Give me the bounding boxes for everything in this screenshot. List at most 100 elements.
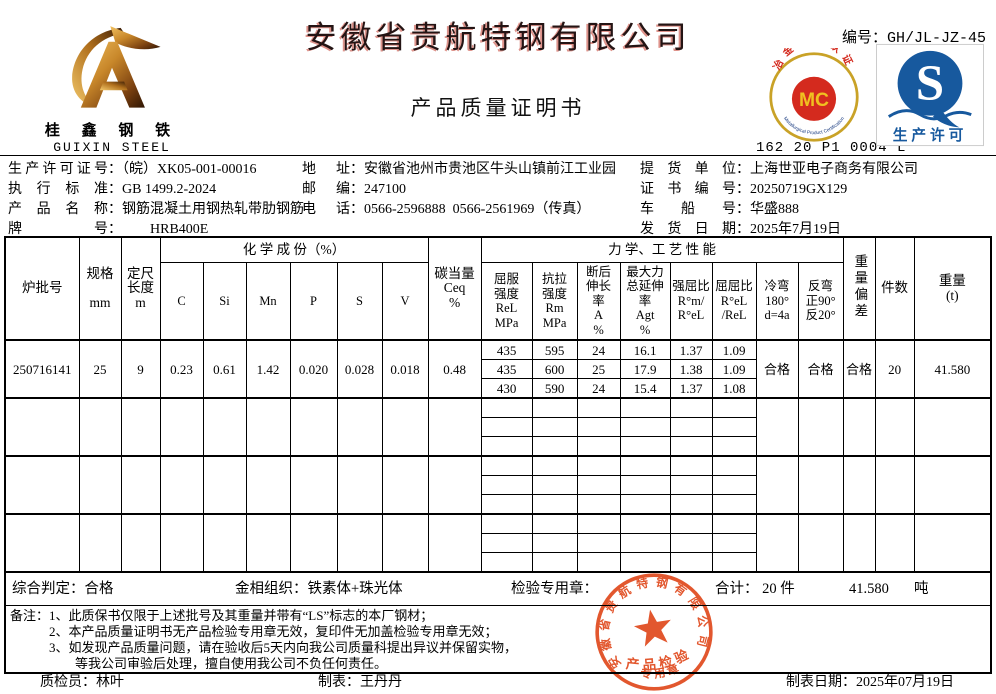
total-weight: 41.580 [849,581,889,597]
header-chem-group: 化 学 成 份（%） [159,236,429,263]
colon: ： [736,182,750,197]
cell-p [289,513,338,573]
cell-mn: 1.42 [245,339,291,399]
cell-mech [619,397,671,418]
cell-mech [480,533,533,553]
cell-p: 0.020 [289,339,338,399]
certificate-no-line: 证书编号：20250719GX129 [640,180,990,200]
cell-weight [913,397,992,457]
cell-c [159,513,204,573]
cell-batch [4,513,80,573]
cell-length [120,397,161,457]
remark-line: 3、如发现产品质量问题，请在验收后5天内向我公司质量科提出异议并保留实物， [49,640,518,655]
header-pieces: 件数 [874,236,915,341]
cell-mech [669,455,713,476]
cell-c [159,455,204,515]
qs-letter: S [916,56,944,112]
colon: ： [736,222,750,237]
mc-certification-badge-icon: 冶金产品认证 Metallurgical Product Certificati… [769,48,859,142]
cell-mech [711,455,757,476]
cell-si [202,397,247,457]
cell-mech: 590 [531,378,578,399]
tabulation-date-field: 制表日期：2025年07月19日 [786,675,954,690]
cell-mech [669,475,713,495]
cell-mech: 16.1 [619,339,671,360]
header-cold-bend: 冷弯 180° d=4a [755,262,799,341]
colon: ： [736,202,750,217]
inspection-stamp-label: 检验专用章： [511,581,598,597]
cell-mech [619,494,671,515]
product-name-label: 产品名称 [8,202,108,217]
cell-mech: 1.09 [711,339,757,360]
standard-line: 执行标准：GB 1499.2-2024 [8,180,304,200]
cell-ceq [427,397,482,457]
cell-v [381,397,429,457]
header-divider [0,155,996,156]
cell-mech [480,475,533,495]
cell-mech [576,436,621,457]
header-length: 定尺 长度 m [120,236,161,341]
cell-mech [576,494,621,515]
qs-caption-label: 生产许可 [893,126,968,144]
cell-mech [531,533,578,553]
inspection-seal-icon: 安徽省贵航特钢有限公司 产品检验 专用章 [588,566,715,691]
grade-value: HRB400E [150,222,209,237]
cell-p [289,455,338,515]
cell-mech [619,513,671,534]
remarks-lines: 1、此质保书仅限于上述批号及其重量并带有“LS”标志的本厂钢材； 2、本产品质量… [49,608,517,672]
header-elongation: 断后 伸长 率 A % [576,262,621,341]
colon: ： [736,162,750,177]
summary-row: 综合判定：合格 金相组织：铁素体+珠光体 检验专用章： 合计： 20 件 41.… [4,571,992,606]
total-weight-unit: 吨 [914,581,929,597]
header-tensile: 抗拉 强度 Rm MPa [531,262,578,341]
cell-mech [711,494,757,515]
cell-mech: 1.09 [711,359,757,379]
tabulator-field: 制表：王丹丹 [318,675,402,690]
cell-rebend [797,397,844,457]
cell-p [289,397,338,457]
cell-mech: 435 [480,339,533,360]
header-yield: 屈服 强度 ReL MPa [480,262,533,341]
cell-v: 0.018 [381,339,429,399]
cell-si [202,513,247,573]
consignee-line: 提货单位：上海世亚电子商务有限公司 [640,160,990,180]
cell-s: 0.028 [336,339,383,399]
cell-mech [711,436,757,457]
zipcode-label: 邮编 [302,182,350,197]
colon: ： [108,222,122,237]
cell-weight: 41.580 [913,339,992,399]
colon: ： [350,182,364,197]
cell-mech [669,397,713,418]
serial-label: 编号： [841,30,887,47]
cell-length: 9 [120,339,161,399]
ship-date-line: 发货日期：2025年7月19日 [640,220,990,240]
cell-pieces [874,513,915,573]
logo-cn-label: 桂 鑫 钢 铁 [44,123,180,139]
cell-s [336,513,383,573]
license-no-value: （皖）XK05-001-00016 [122,162,257,177]
cell-mech [576,417,621,437]
cell-mech: 1.38 [669,359,713,379]
cell-mech [576,475,621,495]
document-title: 产品质量证明书 [410,96,586,120]
header-c: C [159,262,204,341]
header-ceq: 碳当量 Ceq % [427,236,482,341]
header-batch: 炉批号 [4,236,80,341]
cell-mn [245,397,291,457]
cell-mech [619,436,671,457]
header-v: V [381,262,429,341]
header-rm-rel: 强屈比 R°m/ R°eL [669,262,713,341]
cell-weight-dev: 合格 [842,339,876,399]
cell-mech [669,533,713,553]
cell-mech [531,552,578,573]
cell-ceq: 0.48 [427,339,482,399]
cell-mech [531,513,578,534]
footer: 质检员：林叶 制表：王丹丹 制表日期：2025年07月19日 [0,665,996,694]
header-si: Si [202,262,247,341]
logo-en-label: GUIXIN STEEL [53,140,171,155]
info-column-right: 提货单位：上海世亚电子商务有限公司 证书编号：20250719GX129 车船号… [640,160,990,240]
cell-batch [4,455,80,515]
phone-value: 0566-2596888 0566-2561969（传真） [364,202,591,217]
cell-cold-bend: 合格 [755,339,799,399]
